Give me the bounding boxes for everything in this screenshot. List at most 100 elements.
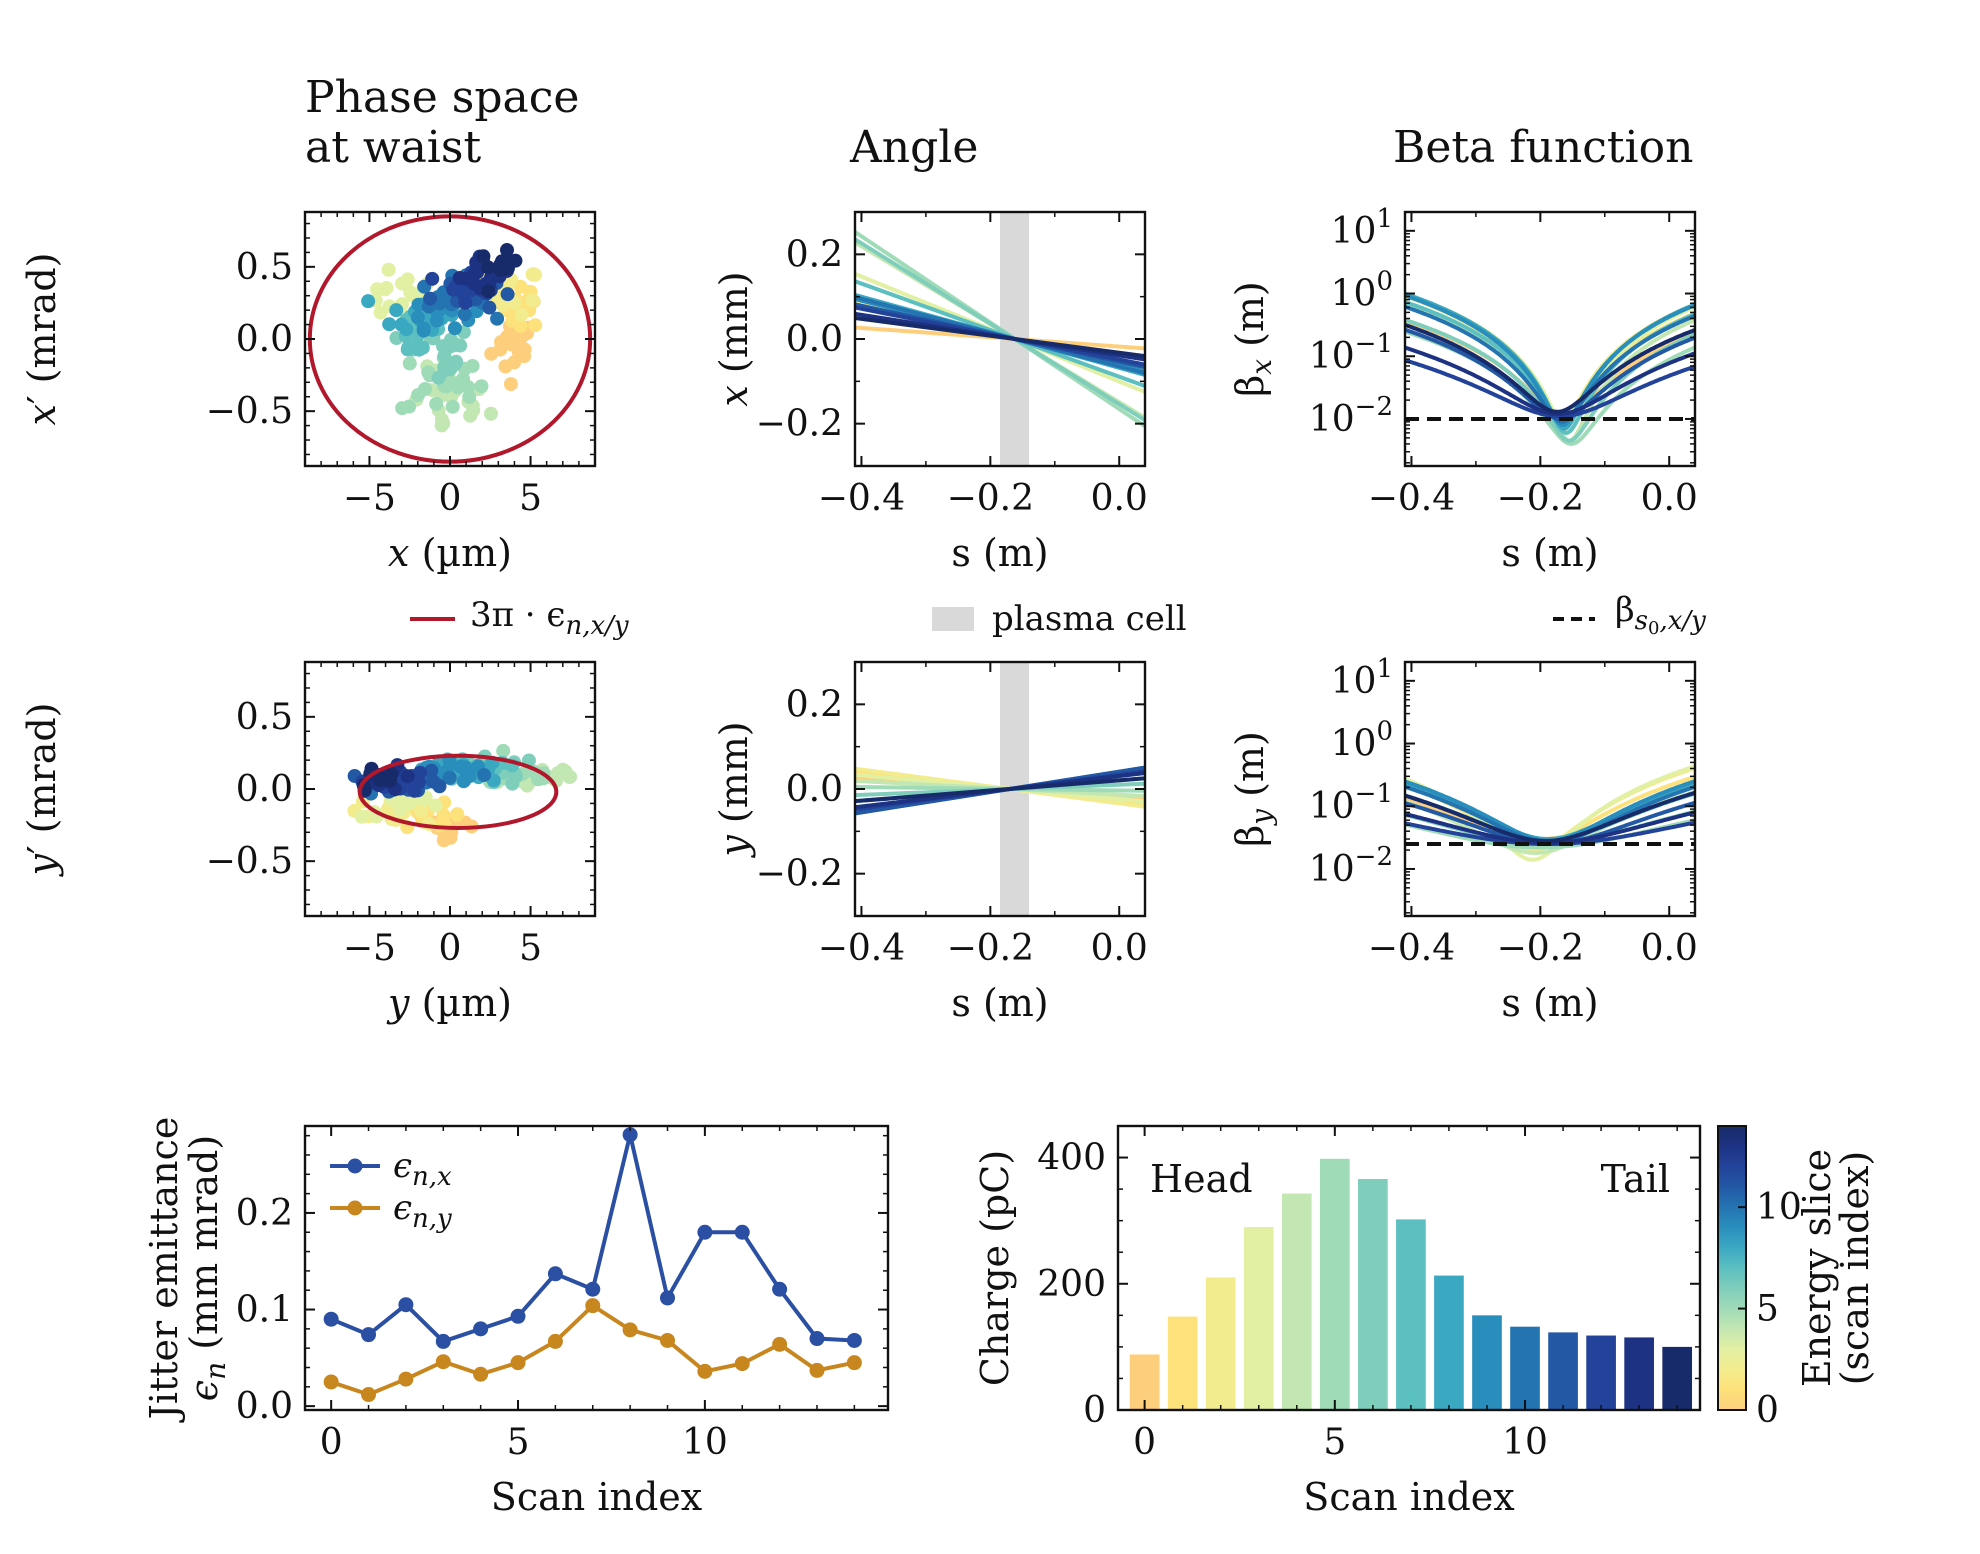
series-point	[547, 1266, 563, 1282]
y-axis-label: βy (m)	[1228, 731, 1278, 847]
charge-bar	[1548, 1332, 1578, 1410]
angle-y-panel: −0.4 −0.2 0.0 −0.2 0.0 0.2 s (m) y (mm)	[712, 660, 1148, 1025]
series-point	[697, 1363, 713, 1379]
y-tick-label: 101	[1331, 204, 1393, 252]
colorbar-label-line2: (scan index)	[1833, 1151, 1877, 1386]
series-point	[398, 1371, 414, 1387]
colorbar-tick-label: 5	[1756, 1289, 1779, 1330]
beta-y-panel: −0.4 −0.2 0.0 101 100 10−1 10−2 s (m) βy (m)	[1228, 654, 1698, 1025]
legend-plasma-cell: plasma cell	[932, 599, 1187, 639]
scatter-point	[361, 294, 376, 309]
scatter-point	[424, 763, 439, 778]
x-axis-label: y (µm)	[386, 981, 512, 1025]
scatter-point	[373, 773, 388, 788]
x-tick-label: 0	[439, 478, 462, 519]
x-axis-label: Scan index	[491, 1475, 702, 1519]
scatter-point	[443, 339, 458, 354]
x-tick-label: −5	[343, 478, 396, 519]
y-tick-label: 200	[1037, 1264, 1106, 1305]
scatter-point	[378, 282, 393, 297]
scatter-point	[452, 270, 467, 285]
series-point	[846, 1355, 862, 1371]
scatter-point	[465, 358, 480, 373]
x-tick-label: 0.0	[1641, 928, 1698, 969]
series-point	[585, 1281, 601, 1297]
charge-bar	[1358, 1179, 1388, 1410]
scatter-point	[442, 770, 457, 785]
y-tick-label: 0.2	[236, 1193, 293, 1234]
series-point	[473, 1321, 489, 1337]
series-eps-y	[323, 1298, 862, 1403]
title-angle: Angle	[849, 122, 978, 173]
y-axis-label: Charge (pC)	[973, 1150, 1017, 1386]
y-axis-label: y′ (mrad)	[20, 702, 64, 877]
series-point	[361, 1387, 377, 1403]
scatter-point	[425, 271, 440, 286]
y-axis-label: βx (m)	[1228, 281, 1278, 397]
title-phase-space-line1: Phase space	[305, 72, 579, 123]
axes-frame	[1403, 660, 1697, 918]
y-tick-label: 0.0	[236, 769, 293, 810]
scatter-point	[493, 262, 508, 277]
axes-frame	[1403, 210, 1697, 468]
y-tick-label: 0.0	[236, 319, 293, 360]
beta-curve	[1405, 358, 1695, 419]
scatter-point	[528, 318, 543, 333]
trajectory-line	[855, 776, 1145, 804]
scatter-point	[457, 307, 472, 322]
scatter-point	[450, 807, 465, 822]
y-tick-label: −0.2	[756, 404, 843, 445]
scatter-point	[467, 266, 482, 281]
y-tick-label: −0.5	[206, 841, 293, 882]
y-tick-label: 0.0	[786, 769, 843, 810]
scatter-point	[458, 295, 473, 310]
axes-frame	[303, 1124, 890, 1412]
axes-frame	[303, 660, 597, 918]
x-tick-label: −5	[343, 928, 396, 969]
scatter-point	[431, 370, 446, 385]
charge-bar	[1434, 1275, 1464, 1410]
colorbar-tick-label: 10	[1756, 1187, 1802, 1228]
x-tick-label: 5	[1323, 1422, 1346, 1463]
scatter-point	[500, 287, 515, 302]
series-point	[323, 1311, 339, 1327]
series-point	[809, 1362, 825, 1378]
scatter-point	[563, 769, 578, 784]
scatter-point	[400, 769, 415, 784]
series-point	[622, 1322, 638, 1338]
legend-label: ϵn,y	[393, 1188, 452, 1234]
scatter-point	[429, 396, 444, 411]
series-point	[772, 1336, 788, 1352]
scatter-point	[400, 342, 415, 357]
scatter-point	[456, 371, 471, 386]
charge-bar	[1624, 1337, 1654, 1410]
scatter-point	[418, 382, 433, 397]
y-tick-label: 0.5	[236, 697, 293, 738]
scatter-point	[476, 249, 491, 264]
scatter-point	[436, 833, 451, 848]
legend-plasma-swatch	[932, 607, 974, 631]
scatter-point	[354, 809, 369, 824]
scatter-point	[416, 323, 431, 338]
beta-curve	[1405, 293, 1695, 428]
trajectory-line	[855, 237, 1145, 422]
scatter-point	[395, 276, 410, 291]
beta-curve	[1405, 790, 1695, 843]
scatter-point	[445, 399, 460, 414]
y-axis-label: y (mm)	[712, 721, 756, 858]
x-tick-label: −0.4	[1368, 478, 1455, 519]
series-point	[473, 1366, 489, 1382]
series-point	[361, 1327, 377, 1343]
x-tick-label: 0.0	[1091, 478, 1148, 519]
scatter-point	[399, 322, 414, 337]
scatter-point	[381, 262, 396, 277]
scatter-point	[525, 293, 540, 308]
legend-beta-label: βs0,x/y	[1615, 590, 1706, 639]
scatter-point	[436, 416, 451, 431]
angle-x-panel: −0.4 −0.2 0.0 −0.2 0.0 0.2 s (m) x (mm)	[712, 210, 1148, 575]
y-tick-label: 0.2	[786, 234, 843, 275]
legend-swatch-point	[347, 1200, 363, 1216]
series-point	[510, 1308, 526, 1324]
